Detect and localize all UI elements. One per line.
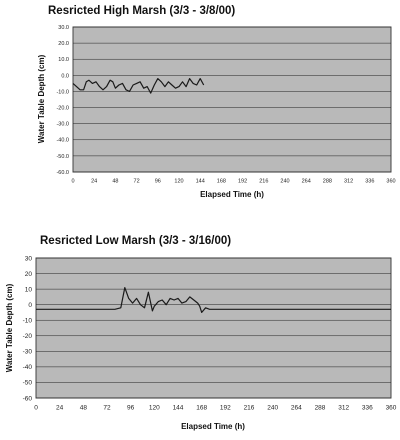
- high-marsh-y-axis-title: Water Table Depth (cm): [37, 54, 46, 143]
- high-marsh-y-tick-label: -20.0: [56, 105, 69, 111]
- high-marsh-gridlines: [73, 26, 391, 173]
- low-marsh-x-tick-label: 48: [80, 405, 88, 412]
- high-marsh-y-tick-label: 30.0: [58, 25, 69, 31]
- low-marsh-y-tick-label: 10: [25, 286, 33, 293]
- high-marsh-chart: Resricted High Marsh (3/3 - 3/8/00) 30.0…: [37, 5, 396, 199]
- high-marsh-x-tick-label: 48: [112, 179, 118, 185]
- high-marsh-x-tick-label: 288: [323, 179, 332, 185]
- high-marsh-x-tick-label: 192: [238, 179, 247, 185]
- low-marsh-chart: Resricted Low Marsh (3/3 - 3/16/00) 30 20…: [5, 235, 397, 431]
- high-marsh-x-tick-label: 336: [365, 179, 374, 185]
- low-marsh-x-tick-label: 264: [291, 405, 302, 412]
- high-marsh-water-table-line: [72, 77, 205, 94]
- high-marsh-x-tick-label: 0: [71, 179, 74, 185]
- high-marsh-x-tick-label: 144: [196, 179, 205, 185]
- low-marsh-x-tick-label: 120: [149, 405, 160, 412]
- low-marsh-y-tick-label: -10: [23, 317, 33, 324]
- low-marsh-x-tick-label: 336: [362, 405, 373, 412]
- low-marsh-x-tick-labels: 0 24 48 72 96 120 144 168 192 216 240 264 288 312 336 3…: [34, 405, 397, 412]
- low-marsh-y-tick-label: 20: [25, 271, 33, 278]
- low-marsh-x-tick-label: 288: [315, 405, 326, 412]
- high-marsh-x-tick-label: 72: [134, 179, 140, 185]
- low-marsh-x-axis-title: Elapsed Time (h): [181, 422, 245, 431]
- high-marsh-series: [72, 77, 205, 94]
- low-marsh-x-tick-label: 312: [338, 405, 349, 412]
- high-marsh-y-tick-label: -50.0: [56, 154, 69, 160]
- low-marsh-x-tick-label: 0: [34, 405, 38, 412]
- low-marsh-gridlines: [36, 257, 391, 399]
- high-marsh-y-tick-label: -40.0: [56, 138, 69, 144]
- low-marsh-x-tick-label: 96: [127, 405, 135, 412]
- low-marsh-x-tick-label: 24: [56, 405, 64, 412]
- high-marsh-y-tick-label: -60.0: [56, 170, 69, 176]
- high-marsh-x-axis-title: Elapsed Time (h): [200, 190, 264, 199]
- high-marsh-x-tick-labels: 0 24 48 72 96 120 144 168 192 216 240 264 288 312 336 3…: [71, 179, 395, 185]
- high-marsh-x-tick-label: 120: [174, 179, 183, 185]
- high-marsh-y-tick-label: 20.0: [58, 41, 69, 47]
- high-marsh-y-tick-labels: 30.0 20.0 10.0 0.0 -10.0 -20.0 -30.0 -40.0 -50.0…: [56, 25, 69, 176]
- low-marsh-y-axis-title: Water Table Depth (cm): [5, 283, 14, 372]
- low-marsh-x-tick-label: 360: [386, 405, 397, 412]
- low-marsh-y-tick-label: 30: [25, 255, 33, 262]
- low-marsh-y-tick-label: -40: [23, 364, 33, 371]
- low-marsh-chart-title: Resricted Low Marsh (3/3 - 3/16/00): [40, 235, 231, 247]
- high-marsh-y-tick-label: -10.0: [56, 89, 69, 95]
- low-marsh-x-tick-label: 168: [196, 405, 207, 412]
- high-marsh-x-tick-label: 264: [302, 179, 311, 185]
- low-marsh-y-tick-label: -30: [23, 349, 33, 356]
- high-marsh-x-tick-label: 240: [280, 179, 289, 185]
- low-marsh-y-tick-label: -50: [23, 380, 33, 387]
- high-marsh-x-tick-label: 96: [155, 179, 161, 185]
- high-marsh-y-tick-label: 10.0: [58, 57, 69, 63]
- low-marsh-y-tick-label: -20: [23, 333, 33, 340]
- low-marsh-plot-area: [35, 257, 392, 399]
- high-marsh-x-tick-label: 360: [386, 179, 395, 185]
- low-marsh-x-tick-label: 192: [220, 405, 231, 412]
- low-marsh-x-tick-label: 72: [103, 405, 111, 412]
- high-marsh-x-tick-label: 312: [344, 179, 353, 185]
- high-marsh-y-tick-label: -30.0: [56, 122, 69, 128]
- low-marsh-x-tick-label: 144: [173, 405, 184, 412]
- low-marsh-x-tick-label: 240: [267, 405, 278, 412]
- high-marsh-plot-area: [72, 26, 392, 173]
- high-marsh-chart-title: Resricted High Marsh (3/3 - 3/8/00): [48, 5, 235, 17]
- low-marsh-y-tick-label: -60: [23, 395, 33, 402]
- low-marsh-water-table-line: [36, 287, 391, 313]
- low-marsh-y-tick-label: 0: [28, 302, 32, 309]
- high-marsh-x-tick-label: 168: [217, 179, 226, 185]
- low-marsh-y-tick-labels: 30 20 10 0 -10 -20 -30 -40 -50 -60: [23, 255, 33, 402]
- low-marsh-x-tick-label: 216: [244, 405, 255, 412]
- high-marsh-x-tick-label: 24: [91, 179, 97, 185]
- low-marsh-series: [36, 287, 391, 313]
- high-marsh-x-tick-label: 216: [259, 179, 268, 185]
- high-marsh-y-tick-label: 0.0: [61, 73, 69, 79]
